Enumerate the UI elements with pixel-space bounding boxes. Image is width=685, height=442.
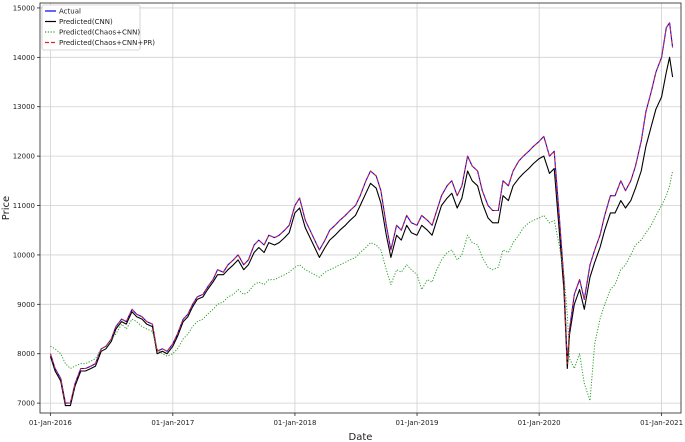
y-tick-label: 7000: [17, 400, 35, 408]
x-tick-label: 01-Jan-2018: [273, 419, 316, 427]
x-tick-label: 01-Jan-2017: [151, 419, 194, 427]
legend-label: Predicted(CNN): [59, 18, 113, 26]
legend-label: Predicted(Chaos+CNN): [59, 29, 140, 37]
legend: Actual Predicted(CNN) Predicted(Chaos+CNN)…: [41, 4, 155, 51]
y-axis: 7000 8000 9000 10000 11000 12000 13000 14000 150…: [13, 4, 40, 408]
y-tick-label: 12000: [13, 153, 35, 161]
plot-frame: [39, 2, 682, 414]
y-tick-label: 9000: [17, 301, 35, 309]
x-tick-label: 01-Jan-2019: [396, 419, 439, 427]
y-tick-label: 13000: [13, 103, 35, 111]
grid: [40, 3, 681, 413]
legend-label: Actual: [59, 8, 81, 16]
y-tick-label: 15000: [13, 4, 35, 12]
y-axis-label: Price: [1, 196, 12, 220]
x-tick-label: 01-Jan-2021: [640, 419, 683, 427]
series-line-3: [50, 170, 674, 402]
x-axis: 01-Jan-2016 01-Jan-2017 01-Jan-2018 01-Jan-…: [29, 413, 683, 427]
y-tick-label: 14000: [13, 54, 35, 62]
legend-box: [41, 4, 141, 51]
y-tick-label: 10000: [13, 251, 35, 259]
series-layer: [49, 22, 674, 407]
x-tick-label: 01-Jan-2020: [518, 419, 561, 427]
y-tick-label: 11000: [13, 202, 35, 210]
series-line-4: [49, 22, 674, 404]
series-line-1: [49, 22, 674, 404]
x-axis-label: Date: [349, 432, 373, 442]
y-tick-label: 8000: [17, 350, 35, 358]
x-tick-label: 01-Jan-2016: [29, 419, 73, 427]
legend-label: Predicted(Chaos+CNN+PR): [59, 39, 155, 47]
